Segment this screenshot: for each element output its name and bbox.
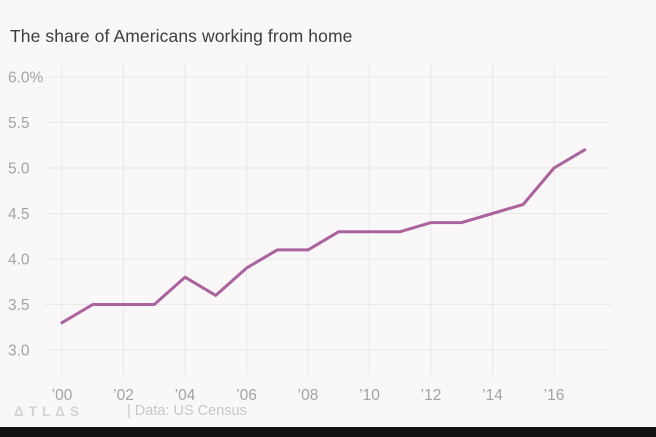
x-axis-tick-label: ’04 xyxy=(175,387,196,404)
y-axis-tick-label: 3.5 xyxy=(8,297,30,314)
x-axis-tick-label: ’06 xyxy=(236,387,257,404)
chart-title: The share of Americans working from home xyxy=(10,26,353,46)
bottom-accent-bar xyxy=(0,427,656,437)
x-axis-tick-label: ’00 xyxy=(52,387,73,404)
y-axis-tick-label: 3.0 xyxy=(8,343,30,360)
x-axis-tick-label: ’02 xyxy=(113,387,134,404)
data-source-note: | Data: US Census xyxy=(127,403,247,419)
x-axis-tick-label: ’08 xyxy=(298,387,319,404)
y-axis-tick-label: 4.0 xyxy=(8,252,30,269)
x-axis-tick-label: ’14 xyxy=(482,387,503,404)
y-axis-tick-label: 4.5 xyxy=(8,206,30,223)
y-axis-tick-label: 5.5 xyxy=(8,115,30,132)
chart-footer: ΔTLΔS | Data: US Census xyxy=(0,402,656,422)
trend-line xyxy=(60,148,587,325)
y-axis-tick-label: 5.0 xyxy=(8,161,30,178)
atlas-logo: ΔTLΔS xyxy=(14,404,84,419)
y-axis-tick-label: 6.0% xyxy=(8,70,44,87)
x-axis-tick-label: ’12 xyxy=(421,387,442,404)
x-axis-tick-label: ’10 xyxy=(359,387,380,404)
x-axis-tick-label: ’16 xyxy=(544,387,565,404)
